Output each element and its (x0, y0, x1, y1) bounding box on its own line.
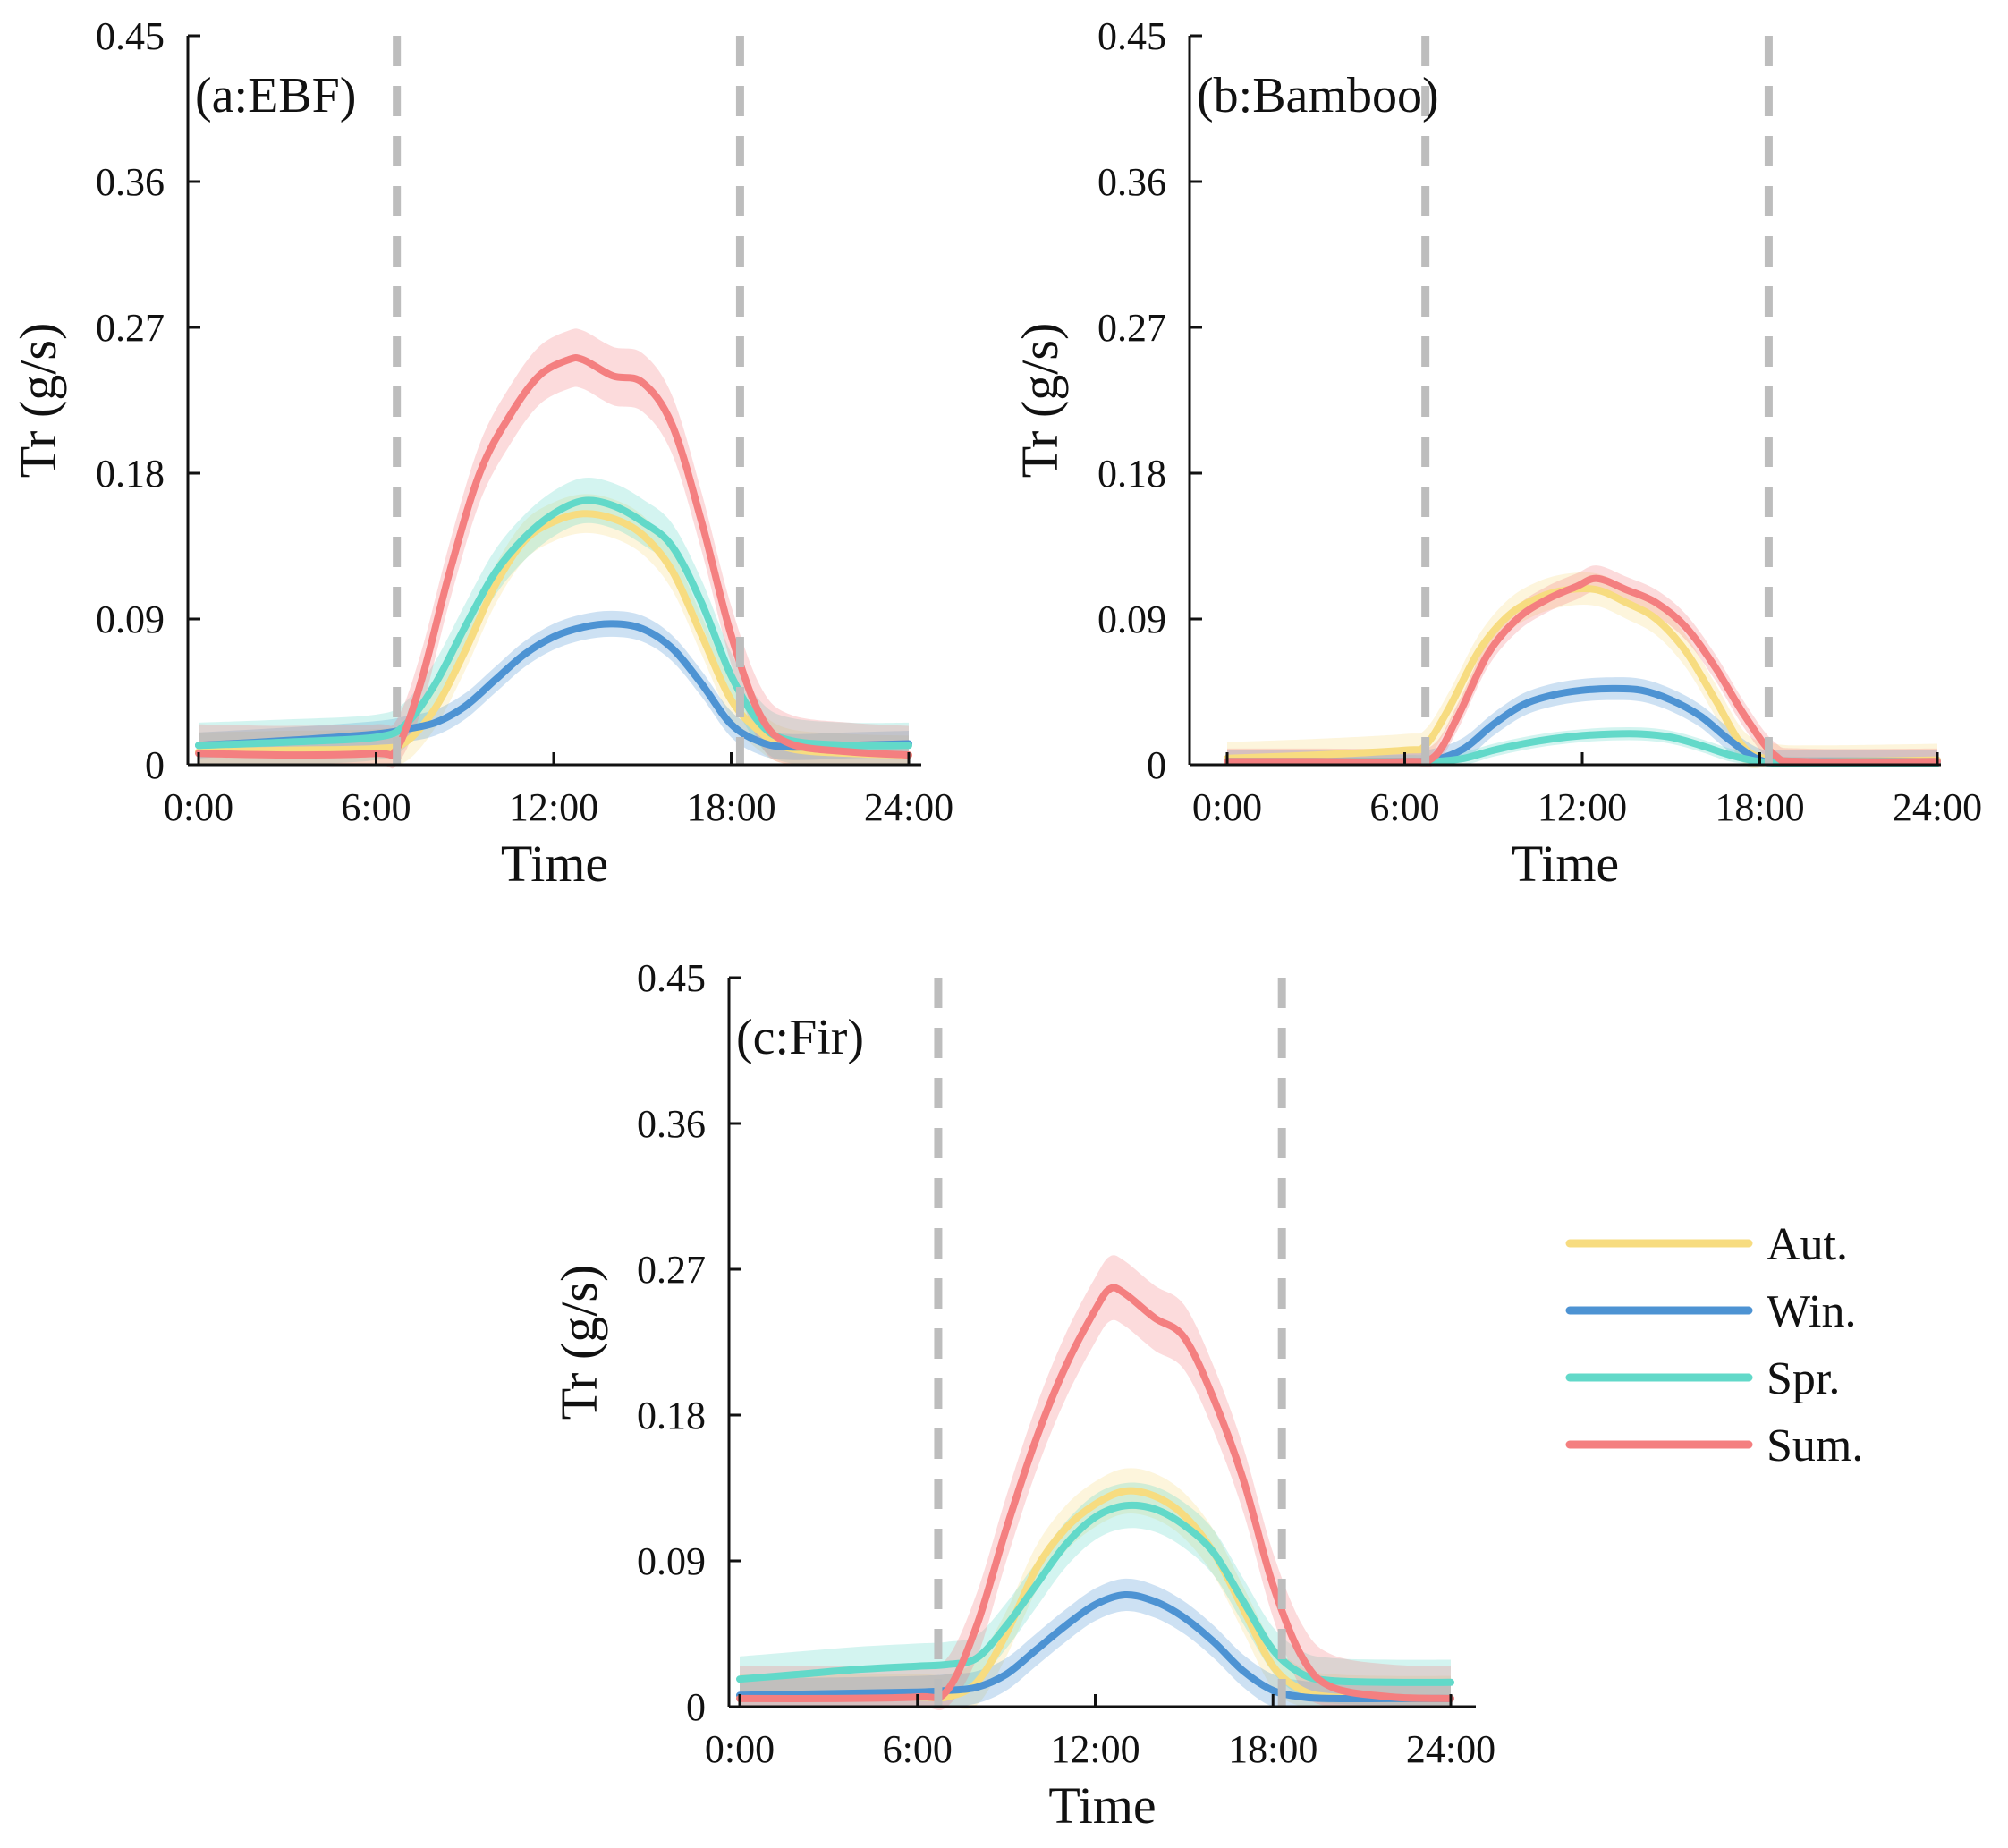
legend-label-sum: Sum. (1767, 1420, 1863, 1471)
series-line-sum (195, 353, 912, 759)
y-tick-label: 0.27 (637, 1248, 706, 1292)
x-tick-label: 6:00 (883, 1727, 953, 1771)
y-tick-label: 0.27 (1097, 306, 1166, 350)
x-tick-label: 24:00 (1893, 785, 1982, 829)
y-axis-title: Tr (g/s) (550, 1265, 608, 1420)
legend-label-spr: Spr. (1767, 1353, 1840, 1404)
panel-label: (c:Fir) (736, 1010, 864, 1065)
x-axis-title: Time (1512, 835, 1619, 893)
y-tick-label: 0 (1147, 743, 1166, 787)
y-tick-label: 0 (686, 1685, 706, 1729)
y-tick-label: 0.09 (637, 1539, 706, 1583)
y-tick-label: 0.27 (96, 306, 165, 350)
band-win (740, 1578, 1451, 1708)
band-sum (740, 1255, 1451, 1711)
legend-label-aut: Aut. (1767, 1219, 1848, 1270)
legend-label-win: Win. (1767, 1286, 1856, 1337)
series-line-sum (736, 1284, 1454, 1703)
y-tick-label: 0.09 (1097, 598, 1166, 641)
series-line-spr (736, 1501, 1454, 1686)
y-tick-label: 0.36 (637, 1102, 706, 1146)
y-tick-label: 0.45 (96, 14, 165, 58)
y-axis-title: Tr (g/s) (1011, 323, 1069, 479)
series-line-spr (195, 496, 912, 750)
x-tick-label: 12:00 (509, 785, 598, 829)
panel-label: (b:Bamboo) (1197, 68, 1439, 123)
band-aut (1227, 572, 1937, 769)
x-tick-label: 0:00 (1192, 785, 1262, 829)
y-axis-title: Tr (g/s) (9, 323, 67, 479)
x-tick-label: 12:00 (1538, 785, 1627, 829)
x-tick-label: 24:00 (1406, 1727, 1495, 1771)
band-sum (199, 328, 909, 769)
y-tick-label: 0.36 (1097, 160, 1166, 204)
x-tick-label: 12:00 (1050, 1727, 1140, 1771)
x-axis-title: Time (501, 835, 608, 893)
y-tick-label: 0.45 (637, 956, 706, 1000)
y-tick-label: 0.45 (1097, 14, 1166, 58)
x-tick-label: 24:00 (864, 785, 953, 829)
panel-label: (a:EBF) (195, 68, 356, 123)
x-tick-label: 0:00 (705, 1727, 775, 1771)
y-tick-label: 0.09 (96, 598, 165, 641)
legend: Aut. Win. Spr. Sum. (1565, 1219, 1863, 1471)
x-tick-label: 0:00 (164, 785, 233, 829)
x-tick-label: 18:00 (1715, 785, 1804, 829)
x-tick-label: 6:00 (341, 785, 411, 829)
y-tick-label: 0.18 (1097, 452, 1166, 496)
x-axis-title: Time (1048, 1776, 1156, 1835)
y-tick-label: 0 (145, 743, 165, 787)
x-tick-label: 18:00 (1228, 1727, 1317, 1771)
panel-ebf: 0 0.09 0.18 0.27 0.36 0.45 0:00 6:00 12:00 18:00 2… (9, 14, 953, 893)
x-tick-label: 18:00 (686, 785, 775, 829)
panel-fir: 0 0.09 0.18 0.27 0.36 0.45 0:00 6:00 12:00 18:00 2… (550, 956, 1495, 1835)
x-tick-label: 6:00 (1369, 785, 1439, 829)
y-tick-label: 0.18 (96, 452, 165, 496)
y-tick-label: 0.36 (96, 160, 165, 204)
panel-bamboo: 0 0.09 0.18 0.27 0.36 0.45 0:00 6:00 12:00 18:00 2… (1011, 14, 1982, 893)
y-tick-label: 0.18 (637, 1394, 706, 1437)
